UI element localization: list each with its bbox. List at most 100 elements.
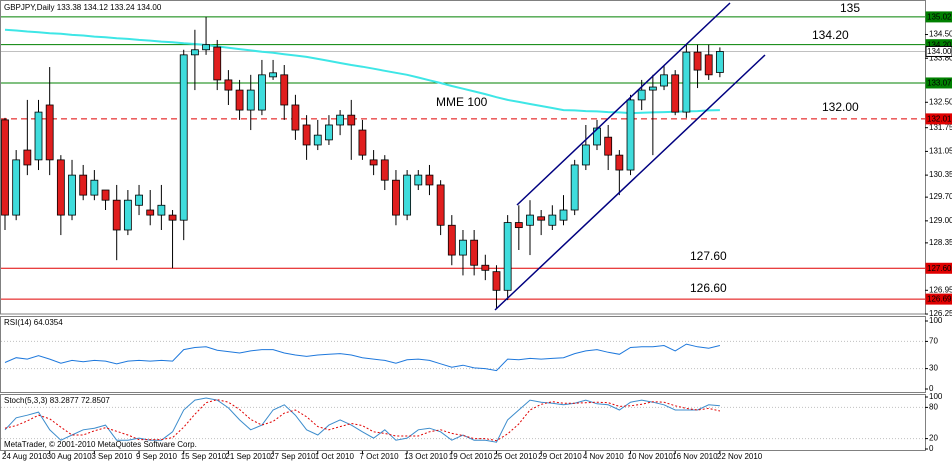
indicator-line [4, 397, 720, 443]
x-tick-label: 13 Oct 2010 [404, 452, 448, 461]
y-tick-label: 132.50 [929, 97, 952, 106]
candle-body [12, 159, 21, 216]
candle-body [258, 74, 266, 111]
level-label-box [925, 77, 952, 89]
x-tick-label: 4 Nov 2010 [583, 452, 624, 461]
candle-body [514, 222, 523, 229]
candle-body [380, 159, 389, 181]
candle-body [313, 134, 322, 146]
candle-body [358, 129, 367, 156]
footer: MetaTrader, © 2001-2010 MetaQuotes Softw… [4, 440, 197, 449]
candle-body [280, 74, 289, 106]
candle-body [403, 174, 412, 216]
candle-body [90, 179, 99, 196]
x-tick-label: 10 Nov 2010 [628, 452, 674, 461]
candle-body [481, 264, 490, 271]
y-tick-label: 20 [929, 434, 938, 443]
channel-lower [494, 54, 766, 311]
y-tick-label: 131.05 [929, 147, 952, 156]
x-tick-label: 7 Oct 2010 [359, 452, 399, 461]
y-tick-label: 129.70 [929, 192, 952, 201]
candle-body [1, 119, 9, 216]
candle-body [447, 224, 456, 256]
annotation: 132.00 [822, 100, 859, 114]
level-label-box [925, 11, 952, 23]
candle-body [492, 271, 501, 291]
candle-body [123, 199, 132, 231]
y-tick-label: 126.95 [929, 285, 952, 294]
y-tick-label: 129.00 [929, 216, 952, 225]
candle-body [235, 89, 244, 111]
ma-label: MME 100 [436, 95, 488, 109]
y-tick-label: 100 [929, 316, 943, 325]
x-tick-label: 15 Sep 2010 [181, 452, 227, 461]
annotation: 135 [840, 1, 860, 15]
candle-body [436, 184, 445, 226]
candle-body [637, 89, 646, 101]
candle-body [604, 136, 613, 156]
candle-body [168, 214, 177, 221]
candle-body [112, 199, 121, 231]
candle-body [548, 214, 557, 226]
y-tick-label: 70 [929, 337, 938, 346]
level-label: 127.60 [927, 264, 952, 273]
candle-body [682, 51, 691, 113]
candle-body [56, 159, 65, 216]
main-panel [0, 0, 926, 315]
x-tick-label: 30 Aug 2010 [47, 452, 92, 461]
candle-body [693, 51, 702, 71]
candle-body [704, 54, 713, 76]
marks: 126.25 126.95 128.35 129.00 129.70 130.35 131.… [1, 11, 952, 461]
y-tick-label: 128.35 [929, 238, 952, 247]
candle-body [570, 164, 579, 211]
candle-body [648, 86, 657, 91]
level-label: 134.00 [927, 47, 952, 56]
level-label: 133.07 [927, 79, 952, 88]
y-tick-label: 100 [929, 392, 943, 401]
candle-body [202, 44, 210, 51]
rsi-panel [0, 316, 926, 393]
level-label: 135.02 [927, 13, 952, 22]
candle-body [537, 216, 546, 221]
candle-body [347, 114, 356, 126]
stoch-panel [0, 394, 926, 451]
level-label: 132.01 [927, 114, 952, 123]
candle-body [671, 74, 680, 113]
x-tick-label: 1 Oct 2010 [315, 452, 355, 461]
y-tick-label: 130.35 [929, 170, 952, 179]
level-label: 126.69 [927, 295, 952, 304]
x-tick-label: 9 Sep 2010 [136, 452, 177, 461]
candle-body [135, 194, 143, 206]
x-tick-label: 29 Oct 2010 [538, 452, 582, 461]
candle-body [414, 174, 423, 186]
x-tick-label: 25 Oct 2010 [493, 452, 537, 461]
x-tick-label: 16 Nov 2010 [672, 452, 718, 461]
candle-body [392, 179, 400, 216]
candle-body [581, 144, 590, 166]
candle-body [291, 104, 300, 131]
candle-body [79, 174, 88, 196]
channel-upper [516, 2, 731, 206]
chart-title: GBPJPY,Daily 133.38 134.12 133.24 134.00 [4, 3, 162, 12]
candle-body [626, 99, 635, 171]
level-label-box [925, 45, 952, 57]
candle-body [269, 72, 277, 78]
y-tick-label: 131.75 [929, 123, 952, 132]
candle-body [593, 127, 601, 146]
x-tick-label: 3 Sep 2010 [91, 452, 132, 461]
candle-body [45, 104, 54, 161]
candle-body [224, 79, 233, 91]
candle-body [179, 54, 188, 221]
candle-body [660, 74, 668, 87]
candle-body [715, 51, 724, 73]
candle-body [559, 209, 568, 221]
candle-body [470, 239, 479, 266]
candle-body [302, 124, 311, 146]
y-tick-label: 80 [929, 403, 938, 412]
y-tick-label: 0 [929, 444, 934, 453]
indicator-line [4, 399, 721, 442]
y-tick-label: 133.80 [929, 53, 952, 62]
candle-body [68, 174, 76, 216]
